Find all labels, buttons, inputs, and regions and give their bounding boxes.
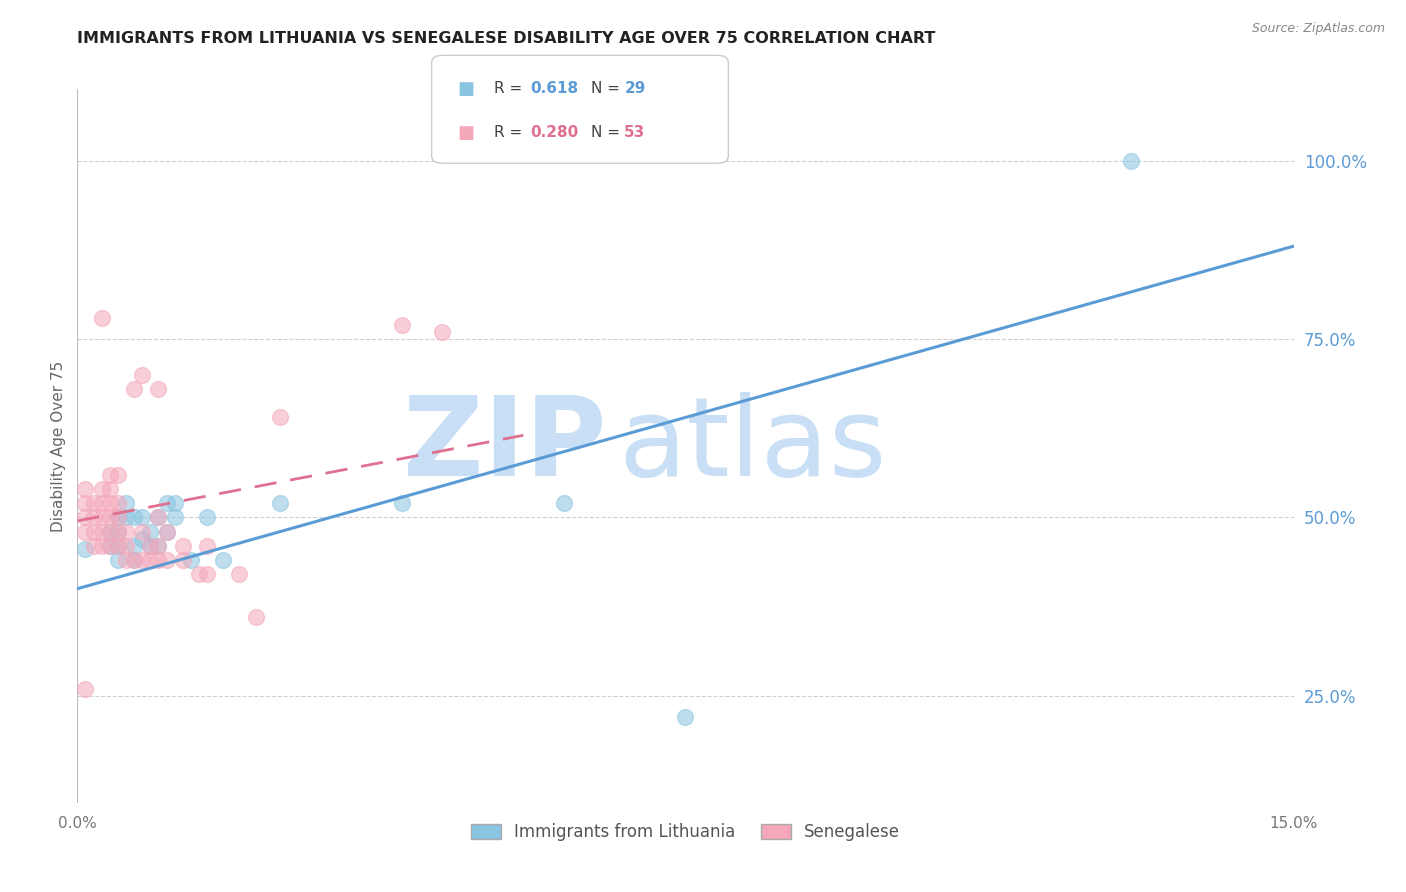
Point xyxy=(131,524,153,539)
Point xyxy=(98,482,121,496)
Point xyxy=(83,496,105,510)
Point xyxy=(90,539,112,553)
Point xyxy=(122,382,145,396)
Point xyxy=(75,681,97,696)
Point xyxy=(148,510,170,524)
Text: 53: 53 xyxy=(624,125,645,140)
Text: N =: N = xyxy=(591,125,624,140)
Point xyxy=(172,539,194,553)
Point xyxy=(107,553,129,567)
Text: R =: R = xyxy=(494,125,527,140)
Point xyxy=(122,510,145,524)
Point xyxy=(115,553,138,567)
Point xyxy=(115,539,138,553)
Point xyxy=(107,510,129,524)
Point xyxy=(391,496,413,510)
Point xyxy=(131,532,153,546)
Point xyxy=(115,496,138,510)
Point xyxy=(148,539,170,553)
Point xyxy=(98,524,121,539)
Point xyxy=(430,325,453,339)
Point xyxy=(155,524,177,539)
Legend: Immigrants from Lithuania, Senegalese: Immigrants from Lithuania, Senegalese xyxy=(464,817,907,848)
Point xyxy=(139,524,162,539)
Point xyxy=(90,482,112,496)
Point xyxy=(98,510,121,524)
Point xyxy=(139,539,162,553)
Text: atlas: atlas xyxy=(619,392,887,500)
Point xyxy=(83,524,105,539)
Text: ■: ■ xyxy=(457,124,474,142)
Point xyxy=(90,510,112,524)
Point xyxy=(122,553,145,567)
Point xyxy=(107,496,129,510)
Point xyxy=(163,496,186,510)
Text: 0.618: 0.618 xyxy=(530,81,578,96)
Point xyxy=(115,524,138,539)
Point xyxy=(107,524,129,539)
Text: N =: N = xyxy=(591,81,624,96)
Point xyxy=(172,553,194,567)
Point xyxy=(155,524,177,539)
Point xyxy=(131,553,153,567)
Point xyxy=(155,496,177,510)
Point xyxy=(391,318,413,332)
Point xyxy=(148,553,170,567)
Point xyxy=(98,539,121,553)
Point xyxy=(155,553,177,567)
Point xyxy=(195,567,218,582)
Point xyxy=(107,539,129,553)
Text: IMMIGRANTS FROM LITHUANIA VS SENEGALESE DISABILITY AGE OVER 75 CORRELATION CHART: IMMIGRANTS FROM LITHUANIA VS SENEGALESE … xyxy=(77,31,936,46)
Text: R =: R = xyxy=(494,81,527,96)
Point xyxy=(245,610,267,624)
Point xyxy=(75,524,97,539)
Point xyxy=(675,710,697,724)
Point xyxy=(188,567,211,582)
Point xyxy=(107,467,129,482)
Point xyxy=(131,368,153,382)
Point xyxy=(83,510,105,524)
Point xyxy=(75,510,97,524)
Text: 29: 29 xyxy=(624,81,645,96)
Point xyxy=(90,524,112,539)
Point xyxy=(269,496,291,510)
Point xyxy=(269,410,291,425)
Point xyxy=(115,510,138,524)
Text: ZIP: ZIP xyxy=(404,392,606,500)
Point xyxy=(553,496,575,510)
Point xyxy=(163,510,186,524)
Point xyxy=(83,539,105,553)
Text: Source: ZipAtlas.com: Source: ZipAtlas.com xyxy=(1251,22,1385,36)
Y-axis label: Disability Age Over 75: Disability Age Over 75 xyxy=(51,360,66,532)
Point xyxy=(139,539,162,553)
Point xyxy=(107,524,129,539)
Point xyxy=(131,510,153,524)
Point xyxy=(212,553,235,567)
Point xyxy=(180,553,202,567)
Point xyxy=(139,553,162,567)
Point xyxy=(148,510,170,524)
Point xyxy=(107,539,129,553)
Point xyxy=(122,553,145,567)
Point xyxy=(98,539,121,553)
Point xyxy=(1121,153,1143,168)
Point xyxy=(148,382,170,396)
Point xyxy=(195,510,218,524)
Point xyxy=(107,510,129,524)
Text: 0.280: 0.280 xyxy=(530,125,578,140)
Point xyxy=(228,567,250,582)
Point xyxy=(195,539,218,553)
Point xyxy=(98,496,121,510)
Point xyxy=(148,539,170,553)
Point xyxy=(98,467,121,482)
Point xyxy=(90,496,112,510)
Point xyxy=(122,539,145,553)
Point xyxy=(98,524,121,539)
Point xyxy=(75,496,97,510)
Text: ■: ■ xyxy=(457,79,474,97)
Point xyxy=(75,482,97,496)
Point xyxy=(75,542,97,557)
Point xyxy=(90,310,112,325)
